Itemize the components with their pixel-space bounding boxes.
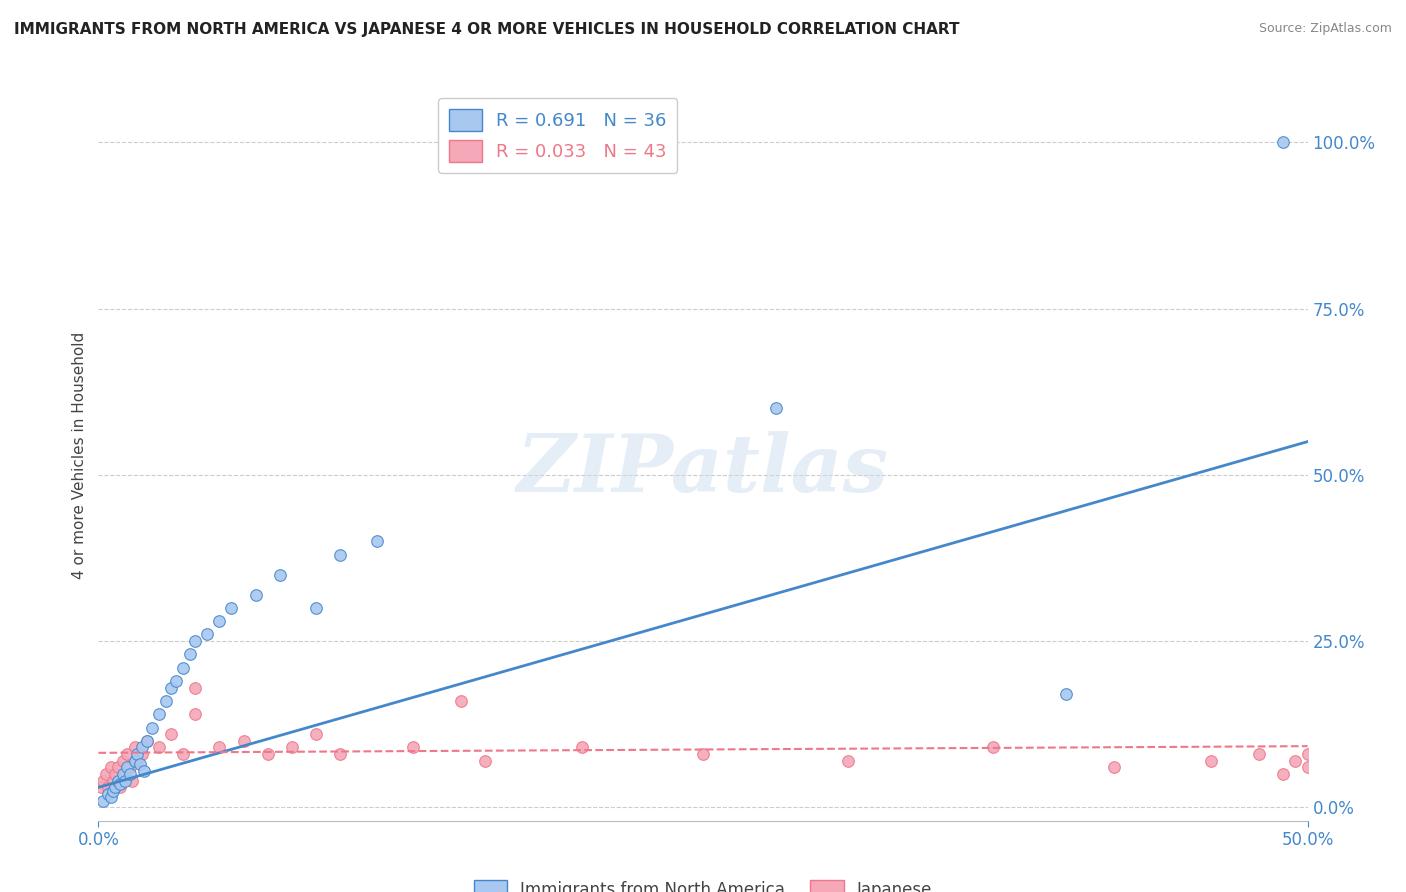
- Point: [114, 773, 136, 788]
- Point: [90, 780, 112, 795]
- Point: [97, 787, 120, 801]
- Point: [329, 548, 352, 562]
- Point: [1249, 747, 1271, 761]
- Point: [108, 780, 131, 795]
- Point: [402, 740, 425, 755]
- Point: [179, 648, 201, 662]
- Point: [104, 780, 127, 795]
- Point: [124, 754, 146, 768]
- Point: [155, 694, 177, 708]
- Point: [329, 747, 352, 761]
- Point: [184, 634, 207, 648]
- Text: Source: ZipAtlas.com: Source: ZipAtlas.com: [1258, 22, 1392, 36]
- Point: [474, 754, 496, 768]
- Point: [101, 783, 124, 797]
- Text: ZIPatlas: ZIPatlas: [517, 431, 889, 508]
- Point: [1054, 687, 1077, 701]
- Point: [765, 401, 787, 416]
- Point: [111, 767, 134, 781]
- Point: [97, 780, 120, 795]
- Point: [450, 694, 472, 708]
- Point: [981, 740, 1004, 755]
- Point: [1296, 760, 1319, 774]
- Point: [245, 588, 267, 602]
- Point: [91, 773, 114, 788]
- Text: IMMIGRANTS FROM NORTH AMERICA VS JAPANESE 4 OR MORE VEHICLES IN HOUSEHOLD CORREL: IMMIGRANTS FROM NORTH AMERICA VS JAPANES…: [14, 22, 959, 37]
- Point: [366, 534, 388, 549]
- Point: [131, 740, 153, 755]
- Point: [148, 707, 170, 722]
- Point: [184, 707, 207, 722]
- Point: [131, 747, 153, 761]
- Point: [837, 754, 859, 768]
- Point: [127, 754, 149, 768]
- Point: [305, 600, 328, 615]
- Point: [117, 747, 139, 761]
- Point: [107, 760, 129, 774]
- Point: [124, 740, 146, 755]
- Point: [1272, 767, 1295, 781]
- Point: [692, 747, 714, 761]
- Point: [172, 747, 194, 761]
- Point: [114, 767, 136, 781]
- Point: [127, 747, 149, 761]
- Point: [281, 740, 304, 755]
- Point: [141, 721, 163, 735]
- Point: [305, 727, 328, 741]
- Point: [108, 777, 131, 791]
- Point: [107, 773, 129, 788]
- Legend: Immigrants from North America, Japanese: Immigrants from North America, Japanese: [467, 873, 939, 892]
- Point: [160, 727, 183, 741]
- Point: [117, 760, 139, 774]
- Y-axis label: 4 or more Vehicles in Household: 4 or more Vehicles in Household: [72, 331, 87, 579]
- Point: [148, 740, 170, 755]
- Point: [118, 767, 141, 781]
- Point: [208, 614, 231, 628]
- Point: [269, 567, 291, 582]
- Point: [101, 773, 124, 788]
- Point: [111, 754, 134, 768]
- Point: [128, 757, 150, 772]
- Point: [1296, 747, 1319, 761]
- Point: [118, 760, 141, 774]
- Point: [1102, 760, 1125, 774]
- Point: [100, 790, 122, 805]
- Point: [256, 747, 278, 761]
- Point: [135, 734, 157, 748]
- Point: [104, 767, 127, 781]
- Point: [208, 740, 231, 755]
- Point: [160, 681, 183, 695]
- Point: [1284, 754, 1306, 768]
- Point: [184, 681, 207, 695]
- Point: [195, 627, 218, 641]
- Point: [94, 767, 117, 781]
- Point: [100, 760, 122, 774]
- Point: [165, 673, 187, 688]
- Point: [91, 794, 114, 808]
- Point: [135, 734, 157, 748]
- Point: [121, 773, 143, 788]
- Point: [1272, 136, 1295, 150]
- Point: [172, 661, 194, 675]
- Point: [571, 740, 593, 755]
- Point: [1199, 754, 1222, 768]
- Point: [232, 734, 254, 748]
- Point: [134, 764, 156, 778]
- Point: [221, 600, 243, 615]
